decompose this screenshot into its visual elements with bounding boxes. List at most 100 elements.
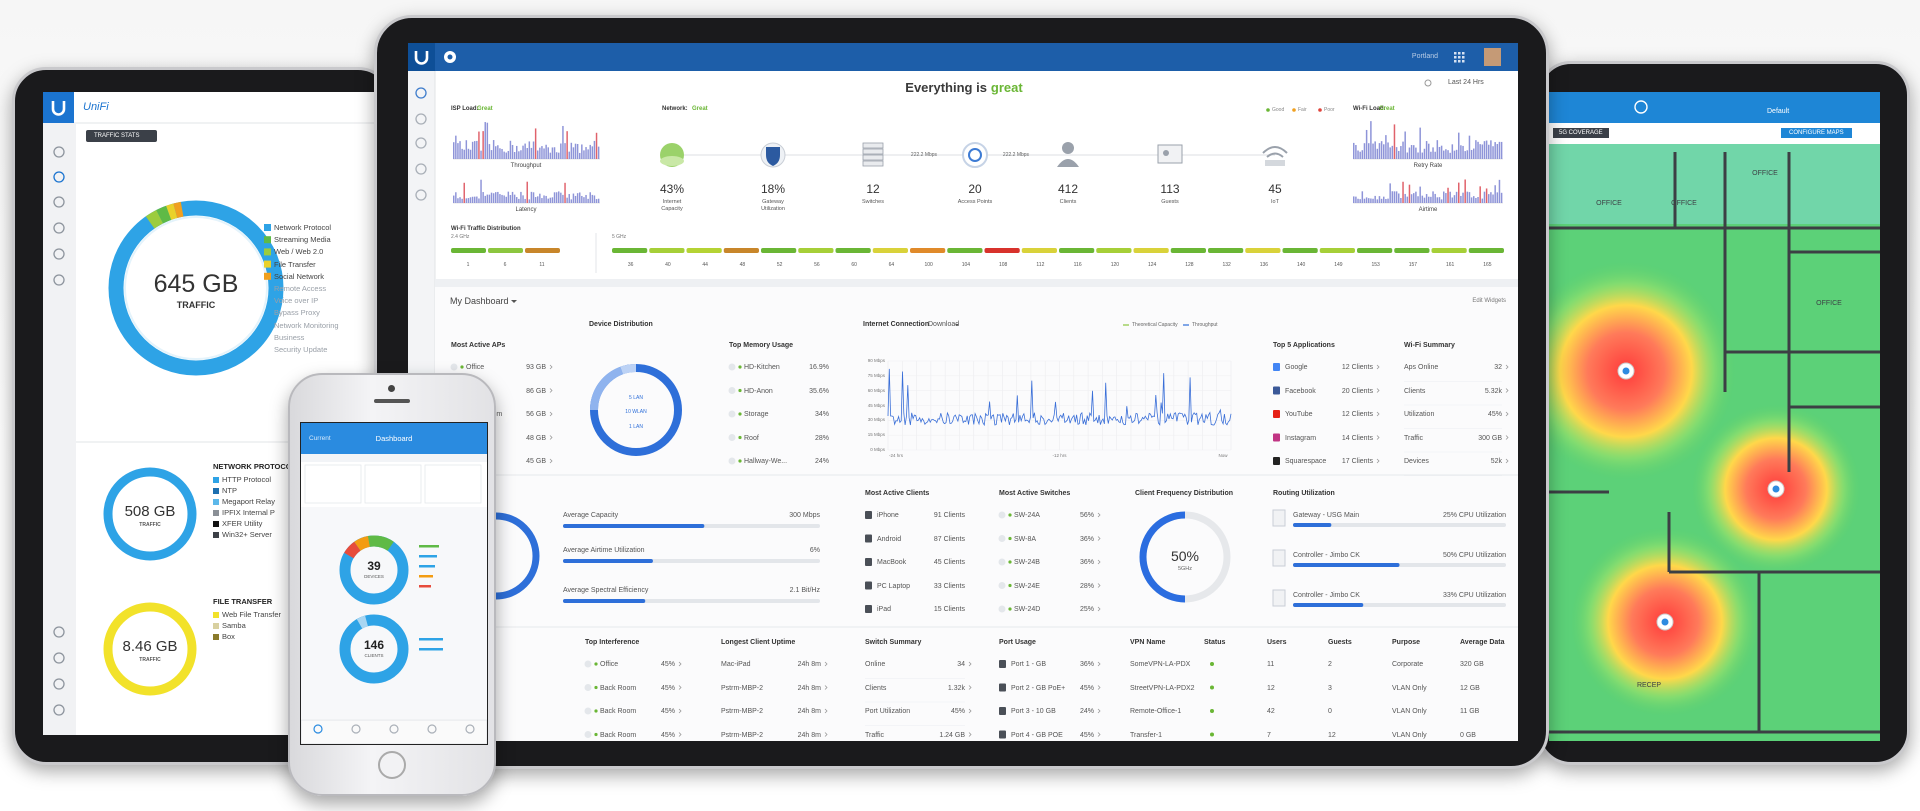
status-dot	[738, 412, 742, 416]
row-avatar	[998, 558, 1006, 566]
logo-box	[43, 92, 74, 123]
row-value: 17 Clients	[1341, 458, 1373, 465]
row-icon	[865, 558, 872, 566]
chart-bar	[1368, 198, 1370, 203]
row-value: 1.24 GB	[939, 731, 965, 739]
chart-bar	[490, 192, 493, 203]
sub-item: Win32+ Server	[222, 530, 272, 539]
row-icon	[1273, 363, 1280, 371]
chart-bar	[482, 192, 484, 203]
channel-segment	[1170, 248, 1206, 253]
chart-bar	[1451, 144, 1454, 159]
ring	[103, 602, 197, 696]
sub-item: Samba	[222, 621, 246, 630]
frequency-value: 50%	[1170, 548, 1200, 564]
ring	[103, 467, 197, 561]
tab-icon	[465, 724, 475, 734]
stat-label: Gateway Utilization	[761, 199, 785, 212]
legend-swatch	[264, 236, 271, 244]
chart-bar	[1447, 150, 1449, 159]
chart-bar	[560, 192, 562, 203]
chart-bar	[1359, 199, 1361, 203]
table-cell: 11	[1267, 661, 1275, 668]
status-dot	[460, 365, 464, 369]
row-icon	[1273, 433, 1280, 442]
chart-bar	[453, 142, 455, 159]
row-value: 24h 8m	[797, 661, 821, 668]
devices-label: DEVICES	[364, 574, 384, 579]
chart-bar	[1428, 196, 1430, 203]
row-value: 24%	[1079, 708, 1094, 715]
chevron	[1505, 388, 1509, 393]
row-value: 91 Clients	[933, 512, 965, 519]
chart-bar	[576, 193, 579, 203]
row-value: 45%	[1079, 684, 1094, 692]
channel-label: 128	[1185, 262, 1194, 268]
legend-item: Fair	[1298, 107, 1307, 113]
chevron	[1097, 606, 1101, 612]
chevron	[824, 732, 828, 737]
sub-item: IPFIX Internal P	[222, 508, 275, 517]
chart-bar	[461, 148, 463, 159]
row-value: 300 Mbps	[789, 512, 820, 519]
chart-bar	[474, 196, 476, 203]
channel-label: 52	[776, 262, 783, 268]
chart-bar	[534, 197, 537, 203]
chart-bar	[461, 198, 463, 203]
table-cell: 3	[1328, 684, 1332, 692]
icon-ap	[962, 142, 988, 168]
chevron	[678, 661, 682, 667]
site-name: Default	[1767, 108, 1790, 115]
back-button[interactable]: Current	[309, 435, 331, 442]
chart-bar	[597, 198, 600, 203]
chart-bar	[465, 140, 468, 159]
chart-bar	[453, 195, 455, 203]
phone-speaker	[374, 399, 410, 403]
chart-bar	[1492, 146, 1494, 159]
row-avatar	[998, 582, 1006, 589]
chart-bar	[465, 198, 468, 203]
y-tick-label: 45 Mbps	[867, 402, 885, 408]
chart-bar	[1395, 147, 1398, 159]
chart-bar	[499, 148, 501, 159]
chart-bar	[495, 192, 497, 203]
chart-label: Retry Rate	[1413, 163, 1443, 169]
chart-bar	[545, 144, 547, 159]
chevron	[1505, 364, 1509, 370]
row-name: Squarespace	[1285, 458, 1327, 465]
table-cell: 320 GB	[1460, 661, 1484, 668]
chart-bar	[516, 197, 518, 203]
traffic-stats-button[interactable]: TRAFFIC STATS	[86, 130, 158, 142]
stat-label: Guests	[1161, 199, 1179, 205]
chart-bar	[505, 152, 507, 159]
channel-segment	[1059, 248, 1095, 253]
coverage-button[interactable]: 5G COVERAGE	[1553, 128, 1609, 138]
chart-bar	[572, 147, 575, 159]
table-cell: StreetVPN-LA-PDX2	[1130, 684, 1195, 692]
channel-segment	[488, 248, 523, 253]
throughput-line	[887, 368, 1232, 427]
edit-widgets[interactable]: Edit Widgets	[1472, 298, 1506, 304]
chart-bar	[585, 147, 587, 159]
row-avatar	[728, 410, 736, 418]
legend-item: Voice over IP	[274, 296, 319, 306]
home-button[interactable]	[378, 751, 406, 779]
chart-bar	[484, 195, 486, 203]
channel-label: 64	[888, 262, 895, 268]
chart-bar	[1428, 143, 1430, 159]
status-dot	[594, 685, 598, 690]
configure-button[interactable]: CONFIGURE MAPS	[1781, 128, 1852, 138]
row-avatar	[450, 363, 458, 371]
logo	[51, 101, 66, 116]
channel-label: 100	[924, 262, 933, 268]
avatar	[1484, 48, 1501, 66]
chart-bar	[534, 128, 537, 159]
chart-bar	[564, 143, 566, 159]
chart-bar	[530, 191, 533, 203]
chart-bar	[1430, 151, 1432, 159]
row-name: SW-8A	[1014, 535, 1037, 543]
chart-bar	[553, 147, 556, 159]
row-icon	[865, 605, 872, 613]
legend-swatch	[213, 477, 219, 483]
chart-bar	[1395, 191, 1398, 203]
